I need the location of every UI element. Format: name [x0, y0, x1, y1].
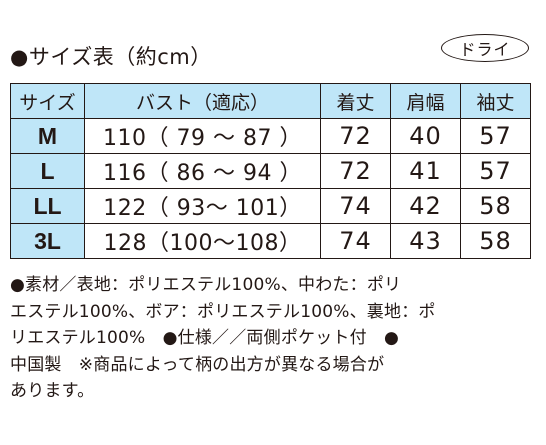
- product-notes: ●素材／表地：ポリエステル100%、中わた：ポリ エステル100%、ボア：ポリエ…: [10, 272, 538, 405]
- header-length: 着丈: [320, 83, 391, 119]
- bust-cell: 116（ 86 ～ 94 ）: [84, 153, 321, 189]
- size-cell: 3L: [10, 223, 85, 259]
- size-table: サイズ バスト（適応） 着丈 肩幅 袖丈 M 110（ 79 ～ 87 ） 72…: [10, 83, 531, 259]
- bust-cell: 128（100～108）: [84, 223, 321, 259]
- size-cell: LL: [10, 188, 85, 224]
- size-chart-title: ●サイズ表（約cm）: [10, 45, 212, 69]
- table-header-row: サイズ バスト（適応） 着丈 肩幅 袖丈: [10, 83, 531, 119]
- sleeve-cell: 57: [460, 153, 531, 189]
- sleeve-cell: 58: [460, 223, 531, 259]
- size-cell: L: [10, 153, 85, 189]
- shoulder-cell: 42: [390, 188, 461, 224]
- table-row: LL 122（ 93～ 101） 74 42 58: [10, 188, 531, 224]
- notes-line: リエステル100% ●仕様／／両側ポケット付 ●: [10, 328, 400, 348]
- table-row: 3L 128（100～108） 74 43 58: [10, 223, 531, 259]
- notes-line: エステル100%、ボア：ポリエステル100%、裏地：ポ: [10, 301, 436, 322]
- sleeve-cell: 57: [460, 118, 531, 154]
- size-cell: M: [10, 118, 85, 154]
- length-cell: 72: [320, 153, 391, 189]
- shoulder-cell: 41: [390, 153, 461, 189]
- header-sleeve: 袖丈: [460, 83, 531, 119]
- length-cell: 74: [320, 188, 391, 224]
- bust-cell: 122（ 93～ 101）: [84, 188, 321, 224]
- header-shoulder: 肩幅: [390, 83, 461, 119]
- shoulder-cell: 43: [390, 223, 461, 259]
- table-row: M 110（ 79 ～ 87 ） 72 40 57: [10, 118, 531, 154]
- length-cell: 72: [320, 118, 391, 154]
- shoulder-cell: 40: [390, 118, 461, 154]
- notes-line: 中国製 ※商品によって柄の出方が異なる場合が: [10, 354, 385, 375]
- header-bust: バスト（適応）: [84, 83, 321, 119]
- table-row: L 116（ 86 ～ 94 ） 72 41 57: [10, 153, 531, 189]
- notes-line: ●素材／表地：ポリエステル100%、中わた：ポリ: [10, 275, 402, 295]
- length-cell: 74: [320, 223, 391, 259]
- dry-badge: ドライ: [441, 34, 529, 62]
- sleeve-cell: 58: [460, 188, 531, 224]
- notes-line: あります。: [10, 381, 95, 401]
- bust-cell: 110（ 79 ～ 87 ）: [84, 118, 321, 154]
- header-size: サイズ: [10, 83, 85, 119]
